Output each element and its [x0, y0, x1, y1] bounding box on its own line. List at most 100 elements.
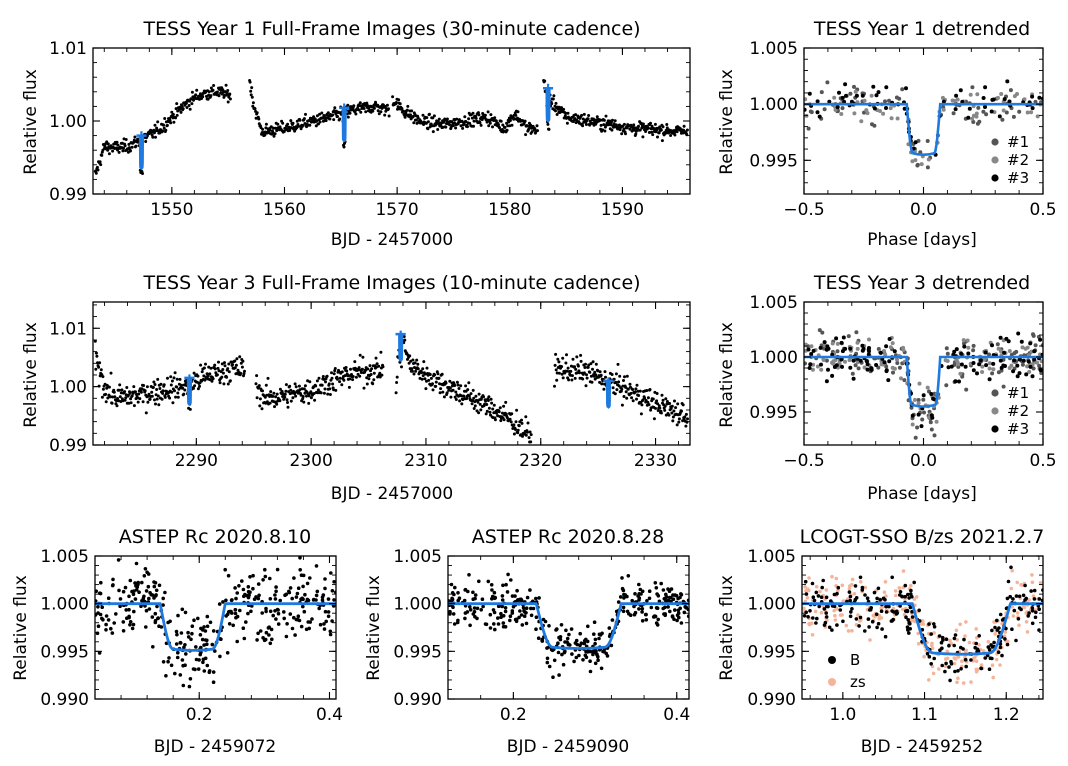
- data-point: [226, 367, 230, 371]
- data-point: [451, 388, 455, 392]
- data-point: [593, 370, 597, 374]
- data-point: [348, 111, 352, 115]
- data-point: [677, 420, 681, 424]
- data-point: [892, 349, 897, 354]
- data-point: [492, 403, 496, 407]
- data-point: [594, 362, 598, 366]
- data-point: [116, 558, 121, 562]
- data-point: [153, 383, 157, 386]
- data-point: [644, 612, 648, 617]
- data-point: [824, 379, 829, 384]
- data-point: [906, 592, 910, 597]
- data-point: [944, 346, 949, 351]
- data-point: [294, 385, 298, 389]
- data-point: [841, 619, 845, 624]
- data-point: [1033, 615, 1038, 620]
- data-point: [276, 122, 280, 126]
- data-point: [603, 129, 607, 133]
- data-point: [997, 114, 1002, 119]
- data-point: [183, 610, 188, 615]
- data-point: [470, 116, 474, 120]
- data-point: [648, 388, 652, 391]
- data-point: [890, 619, 894, 623]
- data-point: [953, 633, 958, 637]
- data-point: [302, 609, 307, 614]
- data-point: [266, 376, 270, 380]
- data-point: [462, 122, 466, 126]
- data-point: [106, 618, 111, 622]
- data-point: [1008, 594, 1012, 599]
- data-point: [854, 93, 859, 98]
- data-point: [986, 639, 991, 644]
- data-point: [1020, 362, 1025, 367]
- data-point: [283, 593, 287, 597]
- data-point: [897, 586, 901, 590]
- data-point: [98, 612, 103, 617]
- data-point: [122, 146, 125, 150]
- data-point: [632, 612, 637, 617]
- data-point: [501, 621, 506, 625]
- data-point: [810, 367, 815, 372]
- data-point: [565, 121, 569, 125]
- x-tick-label: 1.0: [829, 705, 856, 725]
- y-tick-label: 1.005: [747, 547, 796, 567]
- data-point: [633, 390, 637, 394]
- data-point: [338, 376, 342, 380]
- data-point: [324, 380, 327, 384]
- data-point: [1017, 109, 1022, 114]
- data-point: [347, 385, 351, 389]
- data-point: [395, 375, 399, 379]
- data-point: [320, 598, 325, 602]
- data-point: [622, 395, 626, 398]
- data-point: [843, 82, 848, 87]
- data-point: [194, 93, 198, 97]
- data-point: [607, 626, 612, 630]
- data-point: [301, 604, 305, 609]
- data-point: [879, 616, 884, 620]
- data-point: [189, 637, 193, 642]
- data-point: [436, 372, 440, 376]
- data-point: [929, 392, 934, 396]
- data-point: [264, 122, 268, 126]
- legend-label: #3: [1007, 169, 1029, 187]
- data-point: [303, 592, 307, 597]
- data-point: [612, 122, 616, 126]
- data-point: [669, 134, 673, 137]
- data-point: [147, 607, 152, 611]
- data-point: [644, 618, 649, 622]
- data-point: [823, 620, 828, 625]
- data-point: [125, 386, 129, 389]
- data-point: [991, 675, 995, 680]
- data-point: [99, 368, 103, 372]
- data-point: [345, 369, 349, 373]
- data-point: [850, 629, 854, 633]
- data-point: [354, 375, 358, 379]
- data-point: [477, 411, 481, 415]
- data-point: [447, 388, 451, 392]
- data-point: [106, 142, 110, 146]
- data-point: [640, 403, 644, 407]
- data-point: [189, 97, 193, 101]
- data-point: [937, 667, 941, 671]
- data-point: [929, 632, 933, 636]
- data-point: [970, 85, 975, 90]
- data-point: [291, 121, 295, 125]
- data-point: [602, 650, 606, 654]
- data-point: [410, 369, 414, 373]
- data-point: [432, 114, 436, 118]
- data-point: [807, 588, 811, 593]
- data-point: [588, 669, 593, 674]
- x-axis-label: BJD - 2459072: [154, 737, 276, 757]
- data-point: [1021, 358, 1026, 363]
- data-point: [240, 365, 244, 369]
- data-point: [250, 95, 254, 99]
- data-point: [675, 423, 679, 427]
- data-point: [604, 114, 608, 118]
- data-point: [903, 594, 907, 599]
- data-point: [302, 400, 306, 404]
- data-point: [560, 652, 564, 657]
- data-point: [618, 595, 623, 599]
- data-point: [264, 383, 268, 387]
- data-point: [445, 117, 449, 121]
- data-point: [897, 365, 902, 370]
